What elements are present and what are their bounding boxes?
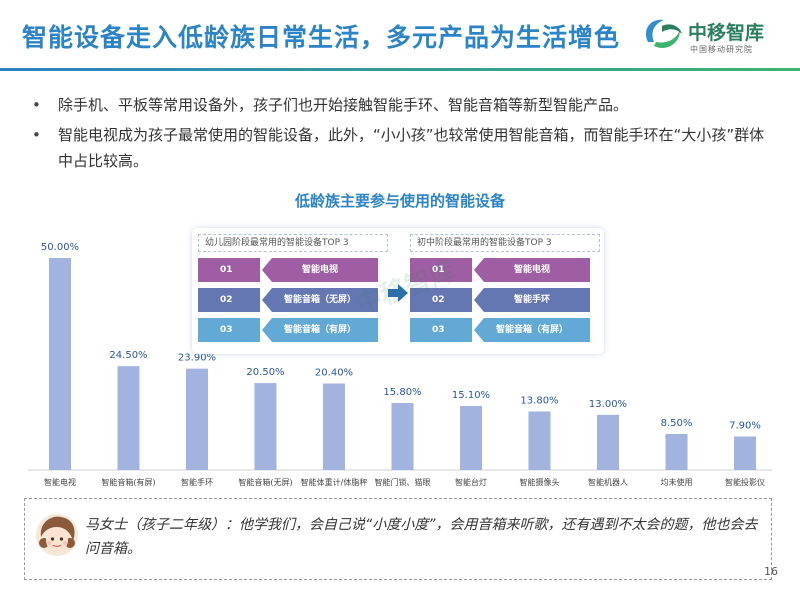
rank-row: 01 智能电视 [198,258,388,282]
page-title: 智能设备走入低龄族日常生活，多元产品为生活增色 [22,23,621,52]
category-label: 智能摄像头 [520,477,560,487]
china-mobile-logo-icon [645,19,682,49]
kindergarten-top3-title: 幼儿园阶段最常用的智能设备TOP 3 [198,234,388,252]
category-label: 智能体重计/体脂秤 [301,477,368,487]
bar [323,383,345,470]
logo-subtext: 中国移动研究院 [690,45,753,54]
bullet-item: 除手机、平板等常用设备外，孩子们也开始接触智能手环、智能音箱等新型智能产品。 [30,92,770,118]
data-label: 20.50% [246,367,284,378]
page-number: 16 [764,565,778,578]
rank-label: 智能电视 [262,258,378,282]
data-label: 20.40% [315,368,353,379]
bar [528,411,551,470]
rank-number: 03 [198,318,260,342]
bar [597,414,619,470]
rank-row: 02 智能音箱（无屏） [198,288,388,312]
bullet-list: 除手机、平板等常用设备外，孩子们也开始接触智能手环、智能音箱等新型智能产品。 智… [30,92,770,178]
bar [49,258,71,470]
category-label: 智能音箱(有屏) [101,477,155,487]
data-label: 23.90% [178,353,216,364]
logo-text: 中移智库 [688,22,765,44]
rank-row: 02 智能手环 [410,288,600,312]
bar [391,403,414,470]
category-label: 智能投影仪 [725,477,765,487]
data-label: 13.00% [589,399,627,410]
data-label: 8.50% [661,418,693,429]
category-label: 智能台灯 [455,477,487,487]
bullet-item: 智能电视成为孩子最常使用的智能设备，此外，“小小孩”也较常使用智能音箱，而智能手… [30,122,770,174]
data-label: 15.80% [383,387,421,398]
quote-text: 马女士（孩子二年级）：他学我们，会自己说“小度小度”，会用音箱来听歌，还有遇到不… [85,517,758,557]
logo: 中移智库 中国移动研究院 [640,8,800,66]
middle-school-top3-title: 初中阶段最常用的智能设备TOP 3 [410,234,600,252]
arrow-right-icon [388,284,408,302]
quote-box: 马女士（孩子二年级）：他学我们，会自己说“小度小度”，会用音箱来听歌，还有遇到不… [24,498,772,580]
rank-label: 智能音箱（有屏） [262,318,378,342]
rank-label: 智能手环 [474,288,590,312]
rank-number: 03 [410,318,472,342]
bar [665,433,688,470]
bar [186,368,208,470]
rank-label: 智能电视 [474,258,590,282]
rank-number: 01 [410,258,472,282]
rank-number: 02 [410,288,472,312]
data-label: 50.00% [41,242,79,253]
bar-chart: 50.00% 智能电视 24.50% 智能音箱(有屏) 23.90% 智能手环 20.50%… [28,242,772,487]
rank-number: 02 [198,288,260,312]
rank-row: 03 智能音箱（有屏） [410,318,600,342]
bar [117,366,140,470]
top3-panel: 幼儿园阶段最常用的智能设备TOP 3 01 智能电视 02 智能音箱（无屏） 0… [192,228,604,354]
rank-number: 01 [198,258,260,282]
data-label: 13.80% [520,395,558,406]
data-label: 24.50% [109,350,147,361]
rank-row: 01 智能电视 [410,258,600,282]
bar [254,383,277,470]
girl-avatar-icon [36,514,78,556]
category-label: 智能门锁、猫眼 [375,477,431,487]
category-label: 智能机器人 [588,477,628,487]
header-divider [0,68,800,71]
category-label: 智能手环 [181,477,213,487]
category-label: 智能电视 [44,477,76,487]
category-label: 均未使用 [661,477,693,487]
category-label: 智能音箱(无屏) [238,477,292,487]
bar [734,436,756,470]
data-label: 15.10% [452,390,490,401]
rank-row: 03 智能音箱（有屏） [198,318,388,342]
chart-title: 低龄族主要参与使用的智能设备 [294,192,505,210]
bar [460,405,482,470]
rank-label: 智能音箱（无屏） [262,288,378,312]
data-label: 7.90% [729,421,761,432]
rank-label: 智能音箱（有屏） [474,318,590,342]
